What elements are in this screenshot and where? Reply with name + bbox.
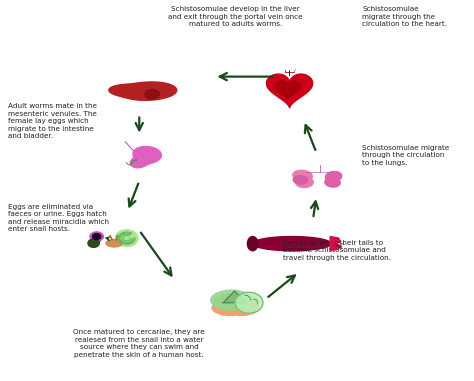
Text: Cercariae shed their tails to
become schistosomulae and
travel through the circu: Cercariae shed their tails to become sch… <box>283 240 391 261</box>
Ellipse shape <box>226 293 231 302</box>
Ellipse shape <box>293 176 308 184</box>
Ellipse shape <box>232 295 237 303</box>
Polygon shape <box>223 291 246 303</box>
Ellipse shape <box>296 178 313 187</box>
Text: Eggs are eliminated via
faeces or urine. Eggs hatch
and release miracidia which
: Eggs are eliminated via faeces or urine.… <box>8 204 109 232</box>
Text: Adult worms mate in the
mesenteric venules. The
female lay eggs which
migrate to: Adult worms mate in the mesenteric venul… <box>8 103 97 139</box>
Ellipse shape <box>106 239 123 247</box>
Ellipse shape <box>211 290 252 310</box>
Ellipse shape <box>213 297 219 305</box>
Text: Schistosomulae develop in the liver
and exit through the portal vein once
mature: Schistosomulae develop in the liver and … <box>168 6 303 27</box>
Ellipse shape <box>219 295 225 303</box>
Ellipse shape <box>88 239 99 247</box>
Ellipse shape <box>252 297 258 305</box>
Text: Once matured to cercariae, they are
realesed from the snail into a water
source : Once matured to cercariae, they are real… <box>73 329 205 357</box>
Ellipse shape <box>234 295 239 303</box>
Polygon shape <box>145 90 159 99</box>
Polygon shape <box>130 147 162 168</box>
Ellipse shape <box>92 234 101 239</box>
Ellipse shape <box>235 292 263 313</box>
Polygon shape <box>253 237 331 251</box>
Polygon shape <box>266 74 313 108</box>
Ellipse shape <box>115 230 138 247</box>
Ellipse shape <box>212 303 241 315</box>
Ellipse shape <box>90 232 103 241</box>
Ellipse shape <box>247 237 258 251</box>
Ellipse shape <box>240 293 245 302</box>
Polygon shape <box>330 237 342 251</box>
Text: Schistosomulae
migrate through the
circulation to the heart.: Schistosomulae migrate through the circu… <box>363 6 447 27</box>
Polygon shape <box>109 82 177 100</box>
Ellipse shape <box>325 171 342 182</box>
Ellipse shape <box>293 170 312 181</box>
Text: Schistosomulae migrate
through the circulation
to the lungs.: Schistosomulae migrate through the circu… <box>363 145 450 166</box>
Polygon shape <box>275 81 301 100</box>
Ellipse shape <box>246 295 251 303</box>
Ellipse shape <box>230 303 259 315</box>
Ellipse shape <box>325 178 340 187</box>
